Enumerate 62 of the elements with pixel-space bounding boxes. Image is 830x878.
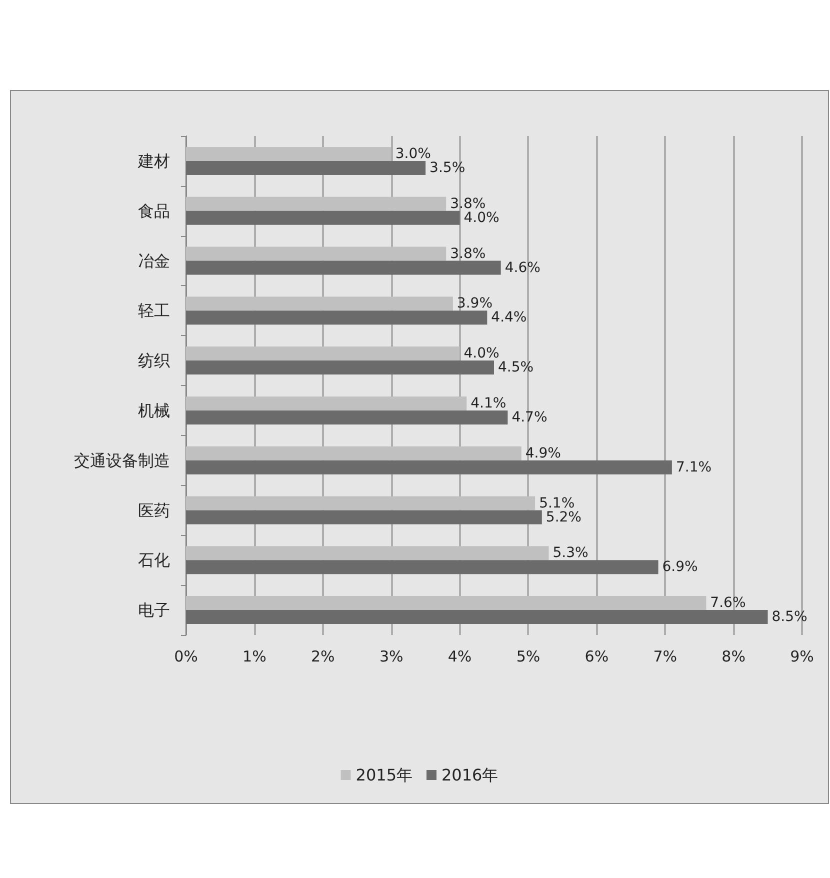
x-tick-label: 6% bbox=[584, 648, 609, 666]
data-label: 4.5% bbox=[498, 360, 534, 376]
data-label: 4.1% bbox=[470, 395, 506, 412]
bar bbox=[186, 360, 494, 375]
y-tick-label: 食品 bbox=[138, 201, 170, 220]
legend-label: 2016年 bbox=[442, 766, 498, 784]
bar bbox=[186, 410, 508, 424]
bar bbox=[186, 396, 467, 410]
bar bbox=[186, 546, 549, 560]
bar bbox=[186, 560, 658, 574]
x-tick-label: 4% bbox=[448, 648, 472, 666]
x-tick-label: 7% bbox=[653, 648, 678, 666]
y-tick-label: 医药 bbox=[138, 500, 170, 520]
x-tick-label: 0% bbox=[174, 648, 198, 666]
data-label: 4.0% bbox=[464, 346, 500, 362]
bar bbox=[186, 146, 392, 161]
bar bbox=[186, 196, 446, 211]
y-tick-label: 轻工 bbox=[138, 301, 170, 320]
data-label: 6.9% bbox=[662, 559, 698, 576]
bar bbox=[186, 260, 501, 275]
x-tick-label: 3% bbox=[379, 648, 404, 666]
x-tick-label: 9% bbox=[790, 648, 814, 666]
bar bbox=[186, 310, 488, 325]
y-tick-label: 电子 bbox=[138, 600, 170, 620]
y-tick-label: 建材 bbox=[137, 151, 170, 170]
bar bbox=[186, 496, 536, 510]
legend-label: 2015年 bbox=[356, 766, 412, 784]
bar bbox=[186, 610, 768, 624]
y-tick-label: 纺织 bbox=[138, 351, 170, 370]
bar bbox=[186, 510, 542, 524]
bar bbox=[186, 346, 460, 361]
x-tick-label: 2% bbox=[310, 648, 335, 666]
y-tick-label: 交通设备制造 bbox=[74, 450, 170, 470]
data-label: 7.6% bbox=[710, 595, 746, 612]
data-label: 3.8% bbox=[450, 196, 486, 212]
y-tick-label: 石化 bbox=[138, 550, 170, 570]
data-label: 3.9% bbox=[456, 296, 493, 312]
data-label: 4.4% bbox=[491, 310, 527, 326]
data-label: 8.5% bbox=[772, 609, 808, 626]
data-label: 3.5% bbox=[430, 160, 466, 176]
bar bbox=[186, 446, 522, 460]
bar bbox=[186, 246, 446, 261]
x-tick-label: 8% bbox=[722, 648, 746, 666]
data-label: 5.1% bbox=[539, 495, 575, 512]
data-label: 5.2% bbox=[546, 509, 582, 526]
data-label: 5.3% bbox=[552, 545, 588, 562]
x-tick-label: 5% bbox=[516, 648, 540, 666]
bar bbox=[186, 596, 706, 610]
data-label: 3.8% bbox=[450, 246, 486, 262]
data-label: 4.9% bbox=[525, 445, 561, 462]
data-label: 3.0% bbox=[395, 146, 431, 162]
bar bbox=[186, 296, 453, 311]
y-tick-label: 机械 bbox=[138, 400, 170, 420]
y-tick-label: 冶金 bbox=[138, 251, 170, 270]
bar bbox=[186, 210, 460, 225]
data-label: 4.6% bbox=[504, 260, 540, 276]
data-label: 4.0% bbox=[464, 210, 500, 226]
data-label: 7.1% bbox=[676, 459, 712, 476]
data-label: 4.7% bbox=[512, 409, 548, 426]
bar bbox=[186, 160, 426, 175]
bar bbox=[186, 460, 672, 474]
x-tick-label: 1% bbox=[242, 648, 266, 666]
